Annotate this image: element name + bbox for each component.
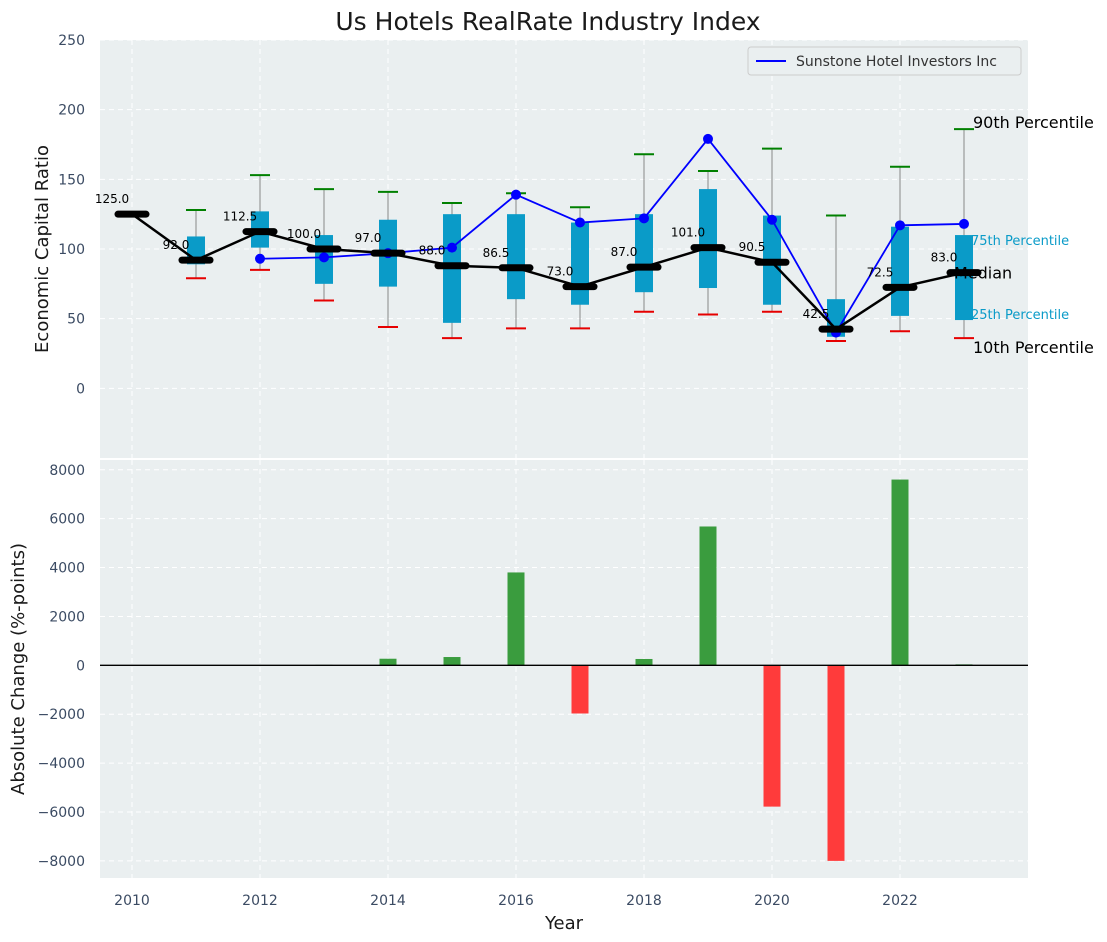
x-tick-label: 2014 (370, 893, 406, 909)
median-value-label: 87.0 (611, 245, 638, 259)
annotation-p75: 75th Percentile (971, 234, 1069, 249)
change-bar (507, 572, 525, 666)
legend-label-sunstone: Sunstone Hotel Investors Inc (796, 54, 997, 70)
change-bar (379, 658, 397, 666)
company-point (511, 189, 521, 200)
x-tick-label: 2022 (882, 893, 918, 909)
top-y-tick-label: 0 (76, 381, 85, 397)
change-bars (315, 479, 973, 861)
iqr-box (635, 214, 653, 293)
company-point (639, 213, 649, 224)
median-value-label: 101.0 (671, 226, 705, 240)
median-value-label: 83.0 (931, 251, 958, 265)
median-value-label: 97.0 (355, 231, 382, 245)
chart-title: Us Hotels RealRate Industry Index (335, 7, 760, 36)
iqr-box (699, 189, 717, 289)
top-y-tick-label: 200 (58, 103, 85, 119)
iqr-box (507, 214, 525, 300)
median-value-label: 90.5 (739, 240, 766, 254)
change-bar (635, 658, 653, 666)
legend-box (747, 46, 1022, 76)
top-y-tick-label: 250 (58, 33, 85, 49)
change-bar (763, 665, 781, 807)
x-tick-label: 2018 (626, 893, 662, 909)
annotation-p25: 25th Percentile (971, 308, 1069, 323)
change-bar (827, 665, 845, 861)
median-series (114, 210, 982, 333)
bottom-y-ticks: −8000 −6000 −4000 −2000 0 2000 4000 6000 8000 (38, 463, 85, 870)
median-value-label: 73.0 (547, 265, 574, 279)
change-bar (443, 657, 461, 666)
top-y-axis-title: Economic Capital Ratio (32, 145, 53, 353)
company-point (575, 217, 585, 228)
bottom-y-tick-label: −2000 (38, 707, 85, 723)
bottom-y-tick-label: 4000 (49, 561, 85, 577)
bottom-y-tick-label: −4000 (38, 756, 85, 772)
percentile-annotations: 90th Percentile 75th Percentile Median 25th… (954, 113, 1094, 357)
x-tick-label: 2012 (242, 893, 278, 909)
median-value-label: 72.5 (867, 265, 894, 279)
top-y-tick-label: 50 (67, 312, 85, 328)
x-tick-label: 2016 (498, 893, 534, 909)
iqr-box (571, 222, 589, 305)
bottom-y-tick-label: −6000 (38, 805, 85, 821)
median-value-label: 125.0 (95, 192, 129, 206)
bottom-y-tick-label: 8000 (49, 463, 85, 479)
company-point (447, 242, 457, 253)
top-y-tick-label: 100 (58, 242, 85, 258)
bottom-y-tick-label: 2000 (49, 609, 85, 625)
median-value-label: 86.5 (483, 246, 510, 260)
company-point (959, 218, 969, 229)
annotation-p10: 10th Percentile (973, 338, 1094, 357)
median-value-label: 92.0 (163, 238, 190, 252)
bottom-y-axis-title: Absolute Change (%-points) (8, 543, 29, 795)
median-value-label: 100.0 (287, 227, 321, 241)
bottom-panel-background (100, 460, 1028, 878)
median-value-label: 42.5 (803, 307, 830, 321)
annotation-median: Median (954, 264, 1012, 283)
x-ticks: 2010 2012 2014 2016 2018 2020 2022 (114, 893, 918, 909)
annotation-p90: 90th Percentile (973, 113, 1094, 132)
median-value-label: 88.0 (419, 244, 446, 258)
bottom-y-tick-label: 6000 (49, 512, 85, 528)
bottom-y-tick-label: 0 (76, 658, 85, 674)
top-y-ticks: 0 50 100 150 200 250 (58, 33, 85, 397)
company-point (703, 133, 713, 144)
change-bar (699, 526, 717, 666)
bottom-y-tick-label: −8000 (38, 854, 85, 870)
iqr-box (891, 226, 909, 316)
company-point (895, 220, 905, 231)
x-axis-title: Year (544, 913, 584, 934)
change-bar (891, 479, 909, 666)
company-point (319, 252, 329, 263)
legend: Sunstone Hotel Investors Inc (747, 46, 1022, 76)
median-value-labels: 125.0 92.0 112.5 100.0 97.0 88.0 86.5 73.0 87.0 1… (95, 192, 958, 321)
change-bar (571, 665, 589, 714)
iqr-box (955, 235, 973, 321)
x-tick-label: 2010 (114, 893, 150, 909)
company-point (767, 214, 777, 225)
company-point (255, 253, 265, 264)
top-y-tick-label: 150 (58, 172, 85, 188)
median-value-label: 112.5 (223, 210, 257, 224)
x-tick-label: 2020 (754, 893, 790, 909)
